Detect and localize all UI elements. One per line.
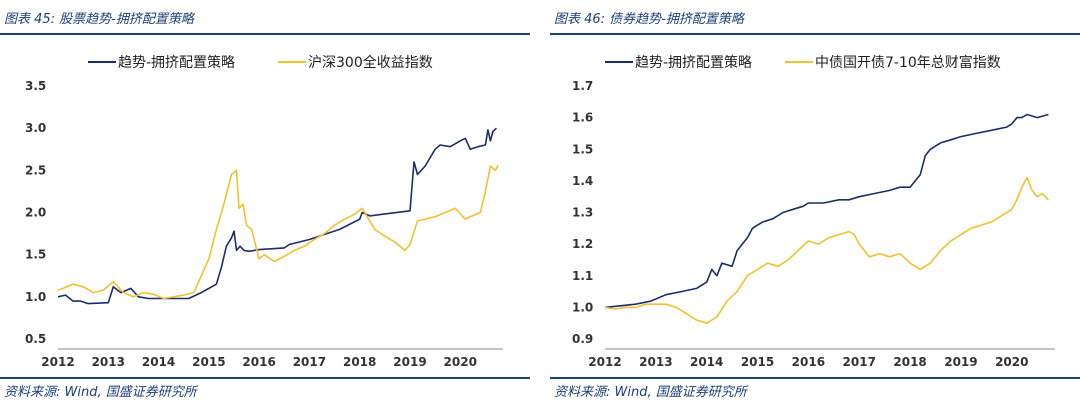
y-tick-label: 0.9 <box>572 332 593 346</box>
title-divider <box>550 33 1080 35</box>
x-tick-label: 2019 <box>393 355 426 369</box>
x-tick-label: 2016 <box>792 355 825 369</box>
series-1-line <box>57 127 498 305</box>
series-2-line <box>604 176 1049 325</box>
x-tick-label: 2018 <box>343 355 376 369</box>
x-tick-label: 2014 <box>690 355 723 369</box>
x-tick-label: 2017 <box>293 355 326 369</box>
x-tick-label: 2017 <box>843 355 876 369</box>
x-tick-label: 2013 <box>639 355 672 369</box>
y-tick-label: 2.5 <box>25 163 46 177</box>
x-tick-label: 2020 <box>995 355 1028 369</box>
source-note: 资料来源: Wind, 国盛证券研究所 <box>554 385 747 400</box>
x-tick-label: 2015 <box>741 355 774 369</box>
y-tick-label: 1.2 <box>572 237 593 251</box>
y-tick-label: 1.7 <box>572 79 593 93</box>
x-tick-label: 2015 <box>192 355 225 369</box>
y-tick-label: 1.4 <box>572 174 593 188</box>
y-tick-label: 1.5 <box>25 248 46 262</box>
title-divider <box>0 33 530 35</box>
series-2-line <box>57 164 499 300</box>
x-tick-label: 2019 <box>944 355 977 369</box>
figure-title: 图表 45: 股票趋势-拥挤配置策略 <box>4 12 194 27</box>
x-tick-label: 2012 <box>588 355 621 369</box>
y-tick-label: 3.5 <box>25 79 46 93</box>
y-tick-label: 0.5 <box>25 332 46 346</box>
source-note: 资料来源: Wind, 国盛证券研究所 <box>4 385 197 400</box>
y-tick-label: 1.0 <box>25 290 46 304</box>
legend-label: 沪深300全收益指数 <box>308 54 433 71</box>
y-tick-label: 1.0 <box>572 300 593 314</box>
bond-strategy-line-chart: 0.9 1.0 1.1 1.2 1.3 1.4 1.5 1.6 1.7 2012 2013 2014 2… <box>572 54 1055 369</box>
x-tick-label: 2013 <box>92 355 125 369</box>
legend-label: 趋势-拥挤配置策略 <box>635 54 752 71</box>
y-tick-label: 1.3 <box>572 206 593 220</box>
y-tick-label: 1.1 <box>572 269 593 283</box>
x-tick-label: 2018 <box>893 355 926 369</box>
left-figure-panel: 图表 45: 股票趋势-拥挤配置策略 0.5 1.0 1.5 2.0 2.5 3.0 3.5… <box>0 0 530 404</box>
source-divider <box>0 377 530 379</box>
legend-label: 趋势-拥挤配置策略 <box>118 54 235 71</box>
stock-strategy-line-chart: 0.5 1.0 1.5 2.0 2.5 3.0 3.5 2012 2013 2014 2015 201… <box>25 54 503 369</box>
y-tick-label: 1.6 <box>572 111 593 125</box>
x-tick-label: 2012 <box>41 355 74 369</box>
y-tick-label: 3.0 <box>25 121 46 135</box>
x-tick-label: 2020 <box>444 355 477 369</box>
legend-label: 中债国开债7-10年总财富指数 <box>815 54 1001 71</box>
right-figure-panel: 图表 46: 债券趋势-拥挤配置策略 0.9 1.0 1.1 1.2 1.3 1.4 1.5… <box>550 0 1080 404</box>
x-tick-label: 2016 <box>242 355 275 369</box>
y-tick-label: 1.5 <box>572 142 593 156</box>
y-tick-label: 2.0 <box>25 206 46 220</box>
figure-title: 图表 46: 债券趋势-拥挤配置策略 <box>554 12 744 27</box>
x-tick-label: 2014 <box>142 355 175 369</box>
source-divider <box>550 377 1080 379</box>
series-1-line <box>604 113 1049 309</box>
